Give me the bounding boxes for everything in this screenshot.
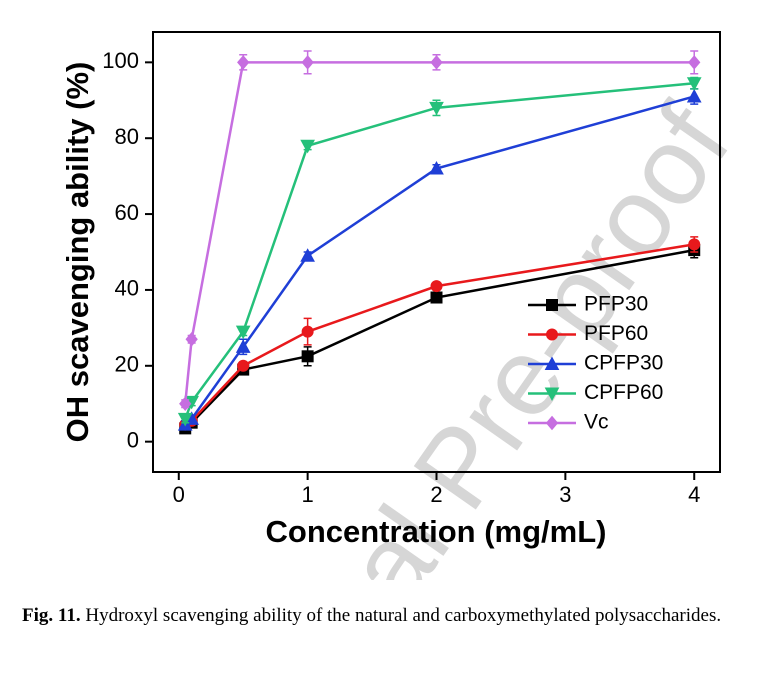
y-tick-label: 60	[115, 200, 139, 225]
data-point	[235, 325, 251, 340]
data-point	[430, 280, 443, 293]
legend-label: Vc	[584, 411, 609, 434]
legend-marker	[544, 356, 560, 370]
data-point	[237, 359, 250, 372]
data-point	[429, 161, 444, 175]
x-tick-label: 3	[559, 482, 571, 507]
caption: Fig. 11. Hydroxyl scavenging ability of …	[22, 598, 722, 634]
data-point	[688, 238, 701, 251]
data-point	[300, 139, 315, 154]
data-point	[179, 396, 192, 411]
y-axis-label: OH scavenging ability (%)	[60, 62, 95, 443]
x-axis-label: Concentration (mg/mL)	[266, 514, 607, 549]
caption-text: Hydroxyl scavenging ability of the natur…	[85, 605, 722, 626]
caption-label: Fig. 11.	[22, 605, 81, 626]
data-point	[429, 101, 444, 116]
data-point	[430, 55, 443, 70]
legend-label: PFP30	[584, 293, 648, 316]
x-tick-label: 1	[302, 482, 314, 507]
data-point	[235, 339, 251, 353]
y-tick-label: 20	[115, 352, 139, 377]
data-point	[185, 331, 198, 347]
data-point	[688, 55, 701, 70]
y-tick-label: 0	[127, 427, 139, 452]
legend-marker	[544, 387, 560, 402]
y-tick-label: 40	[115, 276, 139, 301]
legend-marker	[546, 299, 558, 311]
legend-marker	[546, 328, 558, 341]
y-tick-label: 80	[115, 124, 139, 149]
data-point	[300, 248, 315, 262]
legend-label: PFP60	[584, 322, 648, 345]
legend-label: CPFP60	[584, 381, 663, 404]
data-point	[301, 55, 314, 70]
legend-label: CPFP30	[584, 352, 663, 375]
data-point	[301, 325, 314, 338]
data-point	[237, 55, 250, 70]
x-tick-label: 0	[173, 482, 185, 507]
chart: al Pre-proof Concentration (mg/mL) OH sc…	[60, 31, 754, 580]
legend-marker	[545, 415, 559, 431]
data-point	[686, 88, 702, 103]
series-line	[183, 61, 695, 404]
x-tick-label: 4	[688, 482, 700, 507]
data-point	[430, 291, 443, 304]
data-point	[301, 350, 314, 363]
y-tick-label: 100	[102, 48, 139, 73]
x-tick-label: 2	[430, 482, 442, 507]
data-point	[686, 77, 702, 91]
data-point	[177, 412, 193, 427]
